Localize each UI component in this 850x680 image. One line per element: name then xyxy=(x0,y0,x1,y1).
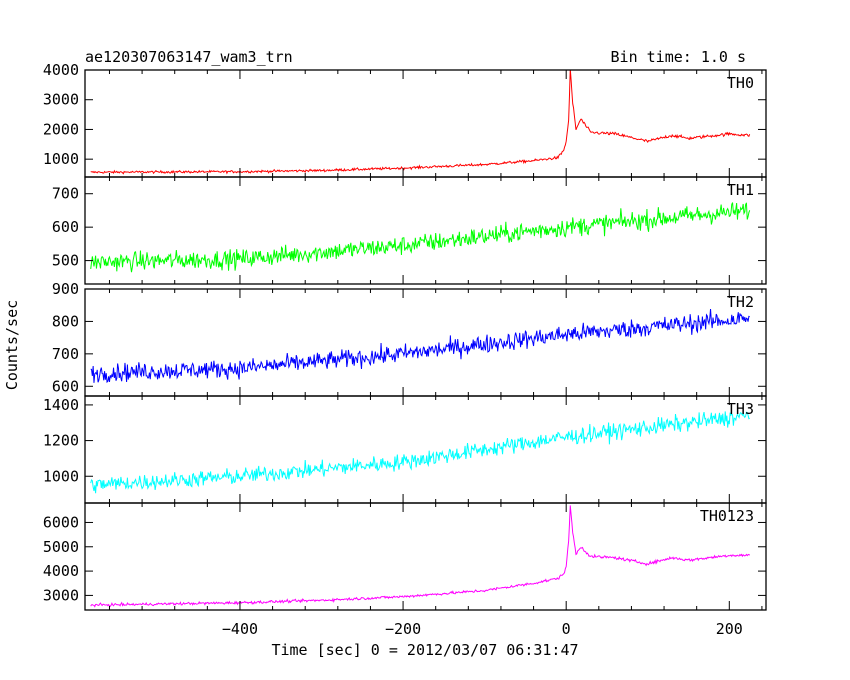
series-label-th0: TH0 xyxy=(727,74,754,92)
series-label-th3: TH3 xyxy=(727,400,754,418)
panel-th0: 1000 2000 3000 4000 TH0 xyxy=(43,61,767,178)
panel-frame xyxy=(84,176,767,285)
y-tick-label: 500 xyxy=(52,252,79,270)
y-tick-label: 5000 xyxy=(43,538,79,556)
panel-th3: 1000 1200 1400 TH3 xyxy=(43,395,767,504)
y-tick-label: 1000 xyxy=(43,150,79,168)
panel-th2: 600 700 800 900 TH2 xyxy=(52,280,767,397)
y-tick-label: 700 xyxy=(52,185,79,203)
y-tick-label: 1000 xyxy=(43,467,79,485)
x-axis-label: Time [sec] 0 = 2012/03/07 06:31:47 xyxy=(271,641,578,659)
series-label-th1: TH1 xyxy=(727,181,754,199)
chart-title: ae120307063147_wam3_trn xyxy=(85,48,293,66)
y-tick-label: 3000 xyxy=(43,586,79,604)
x-tick-label: 0 xyxy=(562,620,571,638)
y-tick-label: 600 xyxy=(52,218,79,236)
bin-time-label: Bin time: 1.0 s xyxy=(611,48,746,66)
panel-frame xyxy=(84,502,767,611)
y-tick-label: 3000 xyxy=(43,91,79,109)
y-tick-label: 1400 xyxy=(43,396,79,414)
x-tick-label: 200 xyxy=(716,620,743,638)
panel-th0123: 3000 4000 5000 6000 TH0123 −400 −200 0 200 xyxy=(43,502,767,638)
series-line-th0123 xyxy=(90,505,751,608)
series-line-th2 xyxy=(90,309,750,384)
panel-frame xyxy=(84,69,767,178)
series-line-th0 xyxy=(90,70,751,175)
x-tick-label: −200 xyxy=(385,620,421,638)
y-tick-label: 1200 xyxy=(43,432,79,450)
panel-frame xyxy=(84,288,767,397)
panel-frame xyxy=(84,395,767,504)
y-tick-label: 900 xyxy=(52,280,79,298)
y-tick-label: 6000 xyxy=(43,513,79,531)
x-tick-label: −400 xyxy=(222,620,258,638)
y-tick-label: 4000 xyxy=(43,61,79,79)
y-tick-label: 600 xyxy=(52,377,79,395)
panel-th1: 500 600 700 TH1 xyxy=(52,176,767,285)
y-axis-label: Counts/sec xyxy=(3,300,21,390)
series-label-th2: TH2 xyxy=(727,293,754,311)
y-tick-label: 700 xyxy=(52,345,79,363)
y-tick-label: 2000 xyxy=(43,120,79,138)
y-tick-label: 4000 xyxy=(43,562,79,580)
series-line-th3 xyxy=(90,411,750,494)
series-label-th0123: TH0123 xyxy=(700,507,754,525)
y-tick-label: 800 xyxy=(52,312,79,330)
series-line-th1 xyxy=(90,202,751,273)
